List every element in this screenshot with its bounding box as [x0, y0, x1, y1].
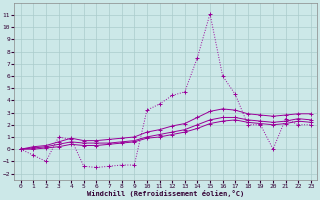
X-axis label: Windchill (Refroidissement éolien,°C): Windchill (Refroidissement éolien,°C) — [87, 190, 244, 197]
